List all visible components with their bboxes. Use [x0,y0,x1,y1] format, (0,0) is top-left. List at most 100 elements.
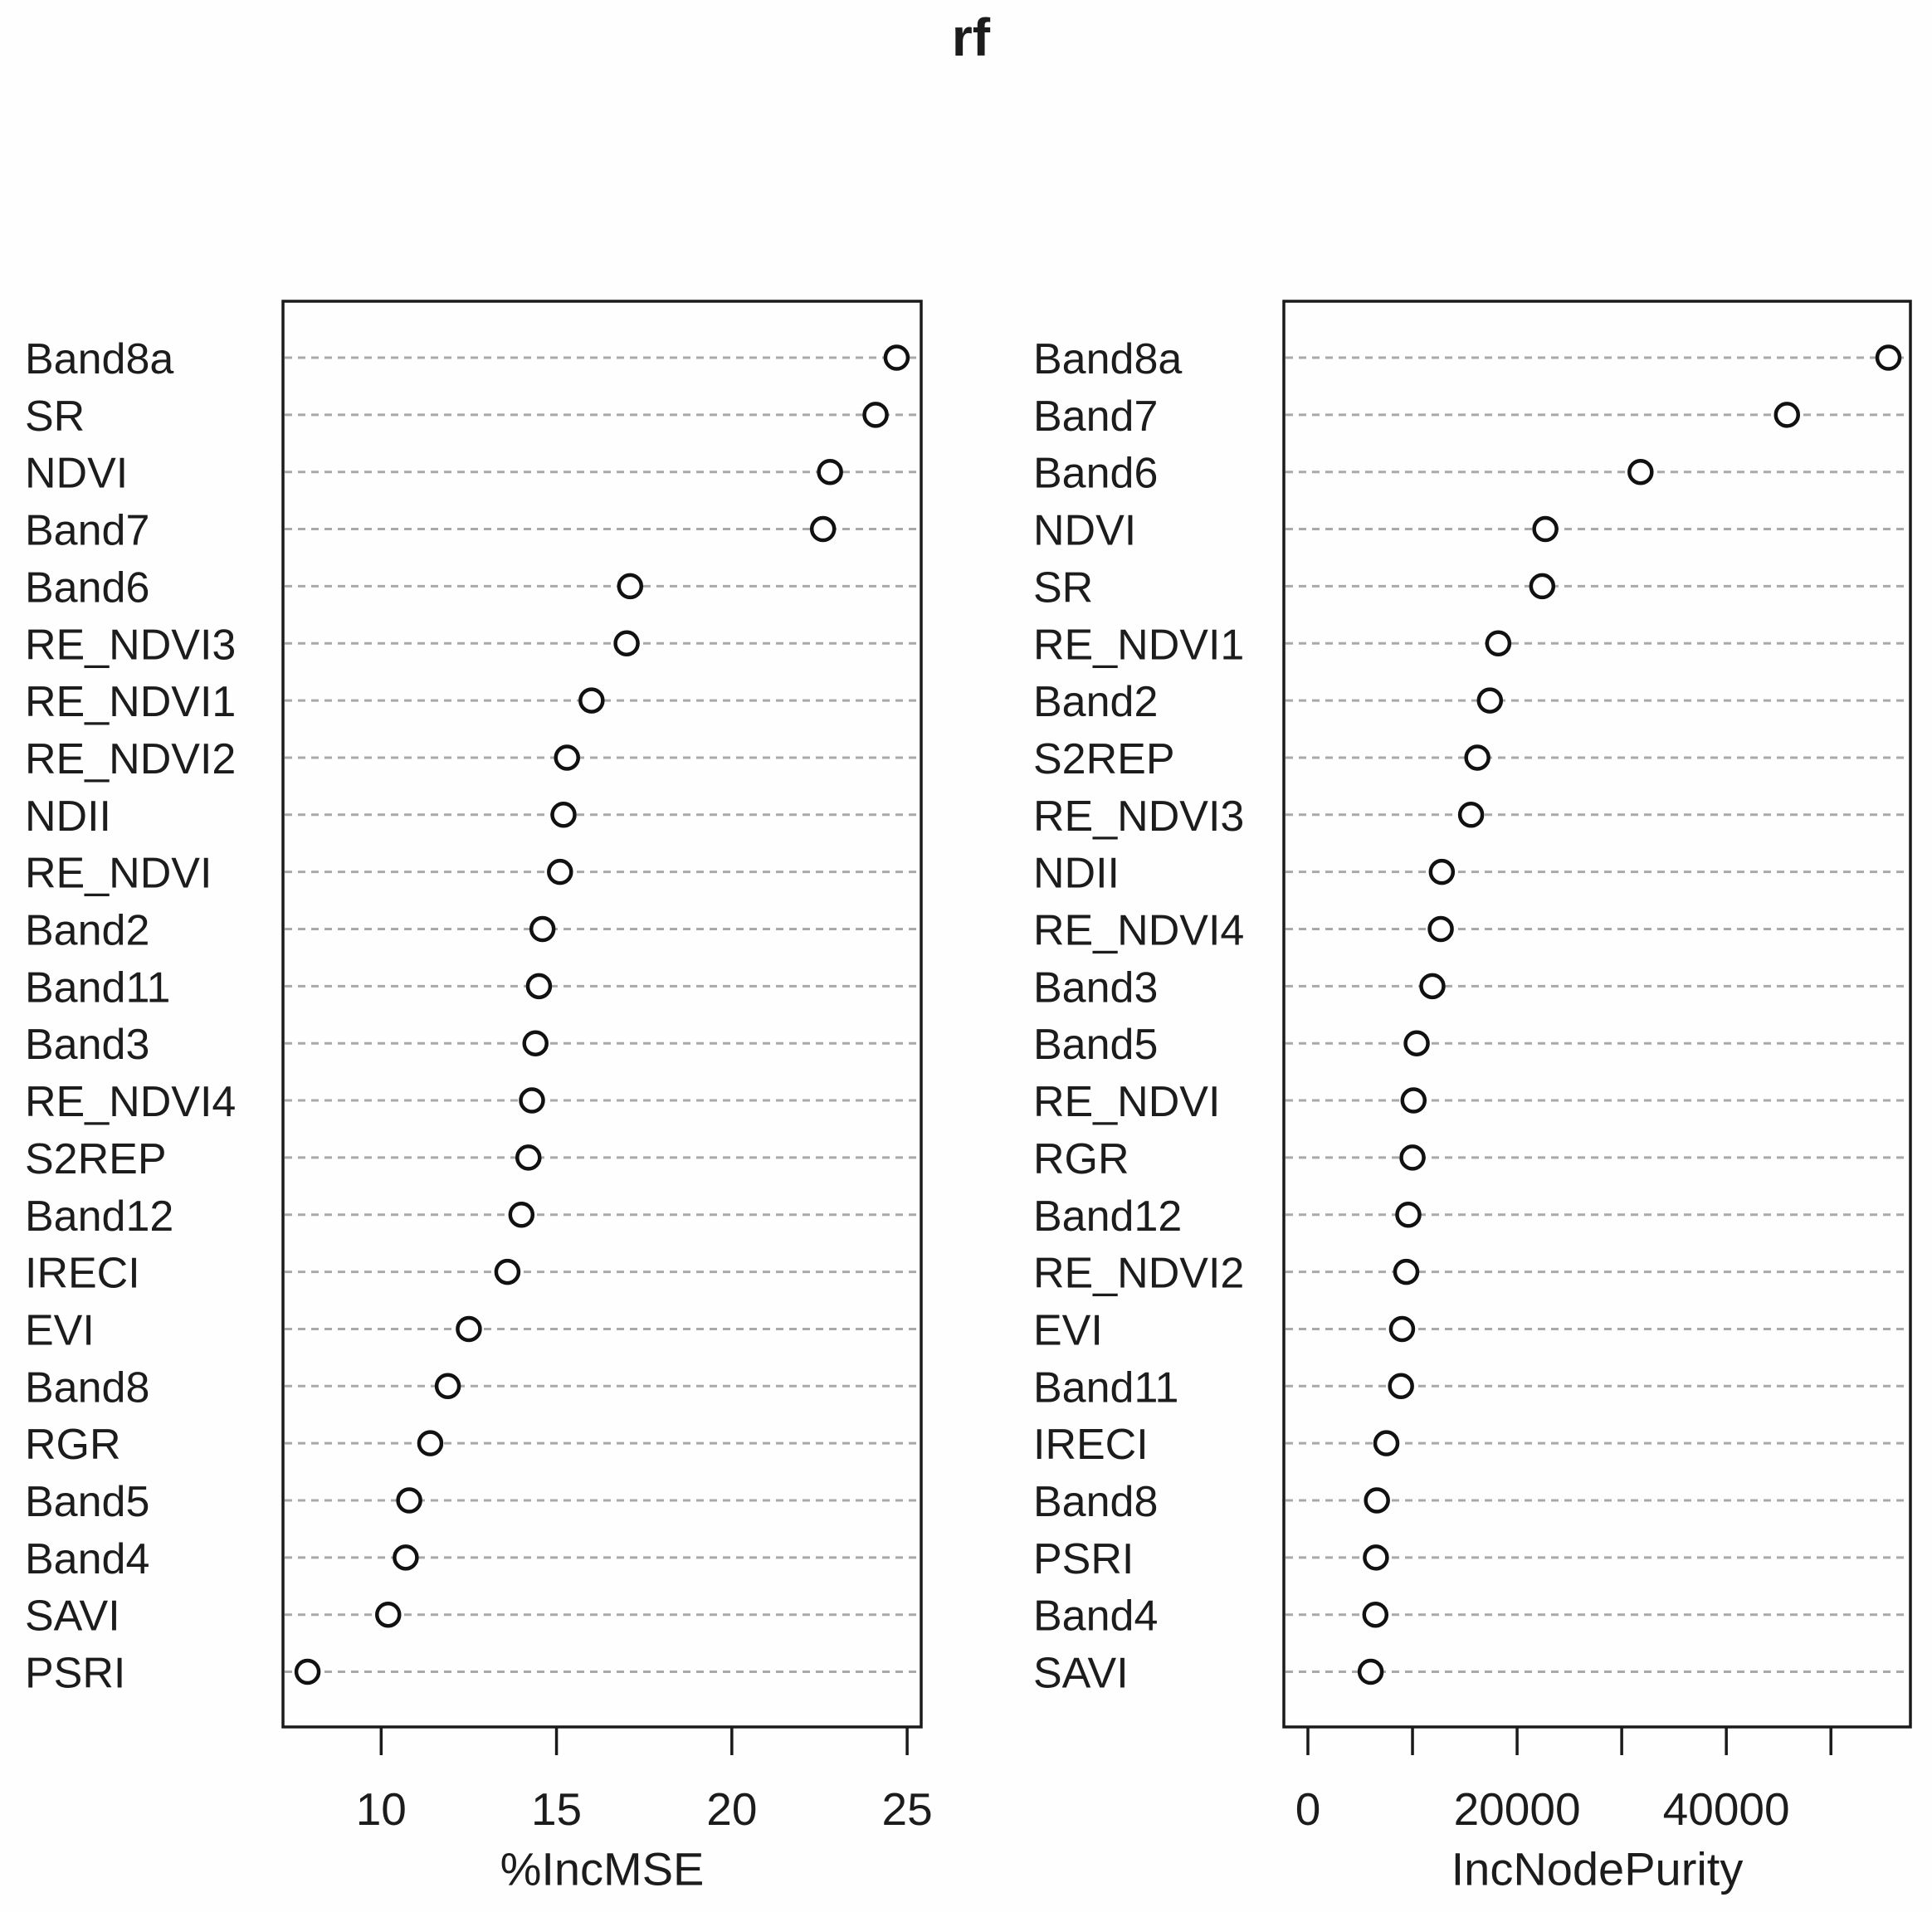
data-point-circle [1399,1144,1426,1171]
category-label: RE_NDVI3 [25,621,236,669]
category-label: RE_NDVI3 [1033,793,1244,841]
category-label: Band12 [1033,1193,1182,1241]
data-point-circle [522,1030,549,1056]
category-label: NDII [1033,850,1120,898]
category-label: Band5 [25,1478,149,1526]
category-label: EVI [1033,1306,1103,1354]
data-point-circle [550,802,577,828]
axis-tick-label: 20000 [1454,1783,1581,1835]
category-label: Band3 [1033,963,1158,1012]
data-point-circle [613,630,640,656]
axis-tick-label: 15 [531,1783,582,1835]
category-label: NDII [25,793,111,841]
data-point-circle [1464,744,1490,771]
category-label: Band2 [1033,678,1158,726]
axis-tick-label: 40000 [1663,1783,1790,1835]
data-point-circle [529,915,556,943]
category-label: IRECI [25,1250,140,1298]
chart-title: rf [952,7,991,67]
data-point-circle [1428,858,1456,885]
category-label: Band5 [1033,1021,1158,1069]
category-label: SR [1033,563,1093,612]
data-point-circle [1373,1430,1400,1456]
category-label: PSRI [25,1650,125,1698]
category-label: Band11 [25,963,170,1012]
category-label: RE_NDVI [25,850,212,898]
axis-tick-label: 25 [882,1783,933,1835]
data-point-circle [396,1487,422,1514]
panel-border [281,300,923,1729]
data-point-circle [1457,802,1485,828]
panel-border [1282,300,1912,1729]
data-point-circle [817,458,843,485]
category-label: Band8 [1033,1478,1158,1526]
data-point-circle [1357,1658,1384,1685]
category-label: S2REP [25,1135,167,1183]
data-point-circle [1773,402,1801,428]
category-label: NDVI [1033,507,1136,555]
category-label: Band6 [1033,450,1158,498]
data-point-circle [547,858,573,885]
category-label: RE_NDVI4 [1033,907,1244,955]
data-point-circle [617,573,644,600]
data-point-circle [1403,1030,1430,1056]
category-label: SAVI [1033,1650,1129,1698]
category-label: PSRI [1033,1535,1134,1583]
data-point-circle [294,1658,321,1685]
category-label: Band8a [25,335,173,383]
data-point-circle [1388,1373,1414,1400]
data-point-circle [554,744,580,771]
data-point-circle [1627,458,1654,485]
data-point-circle [1427,915,1454,943]
data-point-circle [1875,344,1902,371]
category-label: Band11 [1033,1363,1178,1412]
category-label: Band4 [1033,1593,1158,1641]
category-label: Band7 [25,507,149,555]
data-point-circle [1362,1601,1389,1628]
category-label: Band8a [1033,335,1182,383]
axis-tick-label: 10 [356,1783,407,1835]
data-point-circle [508,1202,535,1228]
data-point-circle [1476,687,1504,714]
data-point-circle [393,1544,419,1571]
data-point-circle [1393,1258,1420,1285]
data-point-circle [375,1601,402,1628]
data-point-circle [515,1144,542,1171]
category-label: Band3 [25,1021,149,1069]
data-point-circle [456,1315,482,1343]
category-label: Band7 [1033,393,1158,441]
data-point-circle [1395,1202,1422,1228]
axis-tick-label: 20 [706,1783,757,1835]
panel-incmse: 10 15 20 25 %IncMSE Band8a SR NDVI Band7 Band6 RE_… [25,300,933,1895]
category-label: EVI [25,1306,95,1354]
category-label: RE_NDVI1 [25,678,236,726]
data-point-circle [1363,1544,1389,1571]
category-label: S2REP [1033,735,1175,783]
data-point-circle [417,1430,444,1456]
data-point-circle [1400,1087,1427,1114]
data-point-circle [1529,573,1556,600]
data-point-circle [1419,973,1446,1000]
data-point-circle [494,1258,521,1285]
panel-incnodepurity: 0 20000 40000 IncNodePurity Band8a Band7 Band6… [1033,300,1912,1895]
axis-title: %IncMSE [500,1843,705,1895]
category-label: IRECI [1033,1421,1149,1469]
category-label: SAVI [25,1593,120,1641]
data-point-circle [1388,1315,1416,1343]
category-label: Band2 [25,907,149,955]
category-label: RE_NDVI [1033,1078,1220,1126]
axis-tick-label: 0 [1295,1783,1321,1835]
category-label: RE_NDVI4 [25,1078,236,1126]
category-label: NDVI [25,450,128,498]
data-point-circle [578,687,605,714]
axis-title: IncNodePurity [1451,1843,1744,1895]
data-point-circle [519,1087,545,1114]
data-point-circle [1364,1487,1390,1514]
category-label: Band8 [25,1363,149,1412]
category-label: SR [25,393,85,441]
data-point-circle [434,1373,461,1400]
category-label: RGR [25,1421,121,1469]
category-label: Band12 [25,1193,173,1241]
